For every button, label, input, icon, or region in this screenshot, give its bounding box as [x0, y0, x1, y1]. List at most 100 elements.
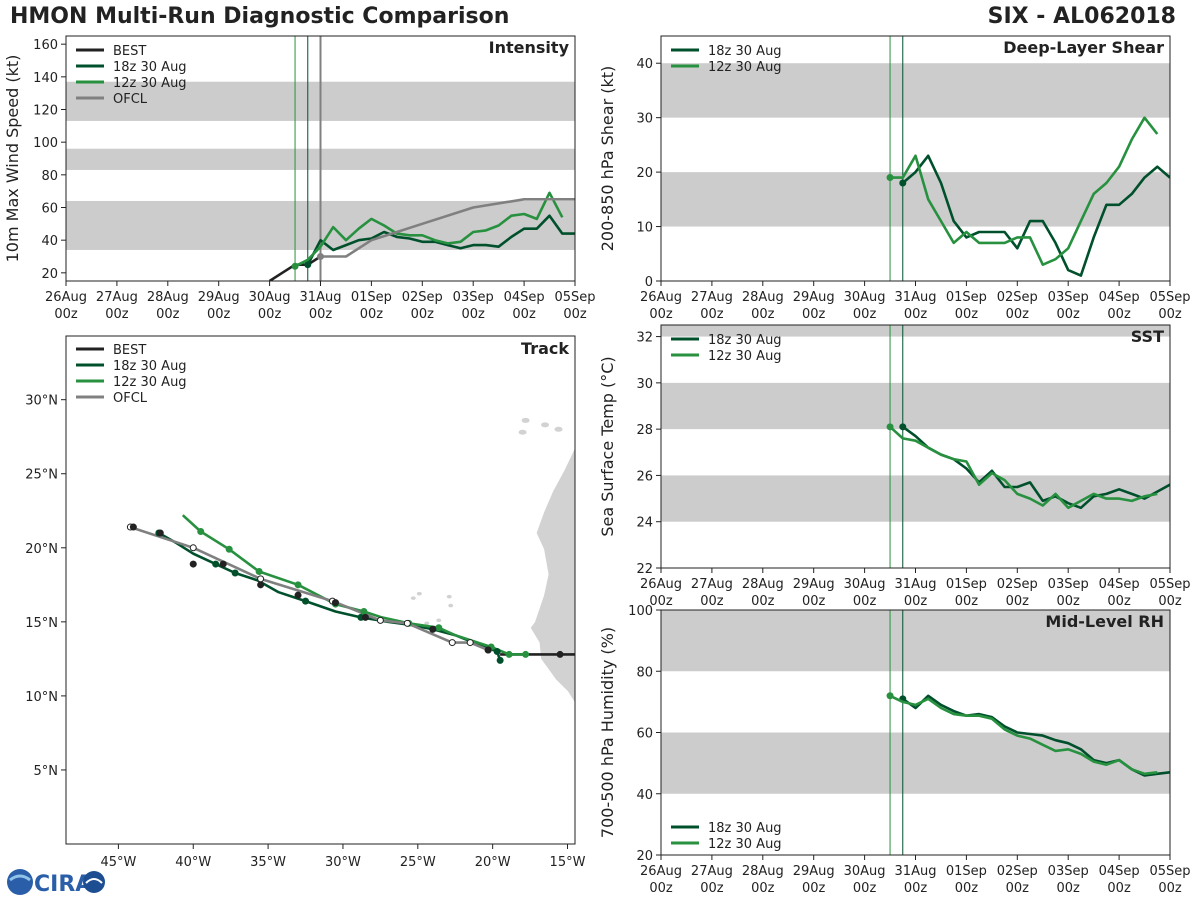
- legend-label-run18: 18z 30 Aug: [708, 821, 782, 836]
- sst-xtick-label-day: 04Sep: [1099, 577, 1140, 592]
- intensity-ytick-label: 100: [33, 136, 58, 151]
- intensity-xtick-label-day: 31Aug: [300, 290, 342, 305]
- rh-xtick-label-day: 26Aug: [640, 864, 682, 879]
- legend-label-run12: 12z 30 Aug: [113, 76, 187, 91]
- intensity-series-run18: [306, 214, 575, 266]
- shear-xtick-label-hour: 00z: [802, 307, 826, 322]
- track-dot-best: [484, 646, 492, 654]
- shear-xtick-label-hour: 00z: [1158, 307, 1182, 322]
- sst-xtick-label-hour: 00z: [1107, 594, 1131, 609]
- shear-band-1: [661, 63, 1170, 118]
- intensity-xtick-label-hour: 00z: [360, 307, 384, 322]
- intensity-xtick-label-hour: 00z: [309, 307, 333, 322]
- shear-marker-run18: [899, 179, 907, 187]
- sst-ytick-label: 28: [636, 423, 653, 438]
- legend-label-run18: 18z 30 Aug: [708, 333, 782, 348]
- intensity-xtick-label-hour: 00z: [156, 307, 180, 322]
- track-ytick-label: 10°N: [25, 690, 58, 705]
- sst-chart: 26Aug 00z 27Aug 00z 28Aug 00z 29Aug 00z 30Aug 00z…: [598, 324, 1191, 609]
- track-dot-best: [156, 529, 164, 537]
- sst-xtick-label-day: 30Aug: [844, 577, 886, 592]
- sst-xtick-label-day: 26Aug: [640, 577, 682, 592]
- intensity-series-group: [268, 191, 575, 281]
- sst-series-run12: [889, 425, 1158, 510]
- intensity-xtick-label-day: 05Sep: [554, 290, 595, 305]
- rh-xtick-label-day: 29Aug: [793, 864, 835, 879]
- rh-xtick-label-hour: 00z: [904, 881, 928, 896]
- shear-xtick-label-hour: 00z: [955, 307, 979, 322]
- track-xtick-label: 25°W: [400, 855, 436, 870]
- rh-band-1: [661, 610, 1170, 672]
- legend-label-ofcl: OFCL: [113, 92, 148, 107]
- shear-series-run12: [890, 116, 1159, 267]
- shear-xtick-label-day: 29Aug: [793, 290, 835, 305]
- sst-ytick-label: 32: [636, 331, 653, 346]
- track-ytick-label: 15°N: [25, 616, 58, 631]
- shear-xtick-label-hour: 00z: [751, 307, 775, 322]
- canary-island: [541, 422, 550, 428]
- shear-series-group: [886, 116, 1170, 277]
- intensity-xtick-label-hour: 00z: [563, 307, 587, 322]
- track-dot-run12: [522, 650, 530, 658]
- shear-xtick-label-day: 05Sep: [1149, 290, 1190, 305]
- intensity-ytick-label: 160: [33, 38, 58, 53]
- track-frame: [65, 335, 576, 845]
- globe-icon: [7, 869, 33, 895]
- sst-xtick-label-day: 01Sep: [946, 577, 987, 592]
- sst-series-group: [886, 423, 1170, 510]
- intensity-ytick-label: 40: [41, 234, 58, 249]
- logo-text: CIRA: [34, 872, 92, 897]
- legend-label-run18: 18z 30 Aug: [113, 60, 187, 75]
- track-dot-ofcl: [448, 639, 456, 647]
- sst-xtick-label-hour: 00z: [1057, 594, 1081, 609]
- shear-ytick-label: 10: [636, 221, 653, 236]
- sst-xtick-label-day: 02Sep: [997, 577, 1038, 592]
- intensity-xtick-label-hour: 00z: [462, 307, 486, 322]
- rh-xtick-label-day: 02Sep: [997, 864, 1038, 879]
- track-dot-run12: [294, 581, 302, 589]
- rh-xtick-label-hour: 00z: [751, 881, 775, 896]
- intensity-xtick-label-day: 30Aug: [249, 290, 291, 305]
- rh-xtick-label-hour: 00z: [1107, 881, 1131, 896]
- track-ytick-label: 25°N: [25, 468, 58, 483]
- track-xtick-label: 40°W: [175, 855, 211, 870]
- track-xtick-label: 35°W: [250, 855, 286, 870]
- track-dot-run12: [505, 650, 513, 658]
- shear-xtick-label-day: 03Sep: [1048, 290, 1089, 305]
- intensity-xtick-label-day: 04Sep: [504, 290, 545, 305]
- shear-ytick-label: 0: [645, 275, 653, 290]
- intensity-xtick-label-hour: 00z: [105, 307, 129, 322]
- rh-xtick-label-hour: 00z: [649, 881, 673, 896]
- shear-xtick-label-day: 27Aug: [691, 290, 733, 305]
- shear-xtick-label-hour: 00z: [1107, 307, 1131, 322]
- intensity-series-ofcl: [320, 198, 575, 258]
- cape-verde-island: [410, 596, 416, 600]
- intensity-xtick-label-hour: 00z: [258, 307, 282, 322]
- sst-ytick-label: 30: [636, 377, 653, 392]
- sst-xtick-label-hour: 00z: [751, 594, 775, 609]
- shear-xtick-label-day: 31Aug: [895, 290, 937, 305]
- shear-xtick-label-hour: 00z: [1006, 307, 1030, 322]
- rh-xtick-label-hour: 00z: [1006, 881, 1030, 896]
- shear-xtick-label-hour: 00z: [1057, 307, 1081, 322]
- shear-xtick-label-hour: 00z: [853, 307, 877, 322]
- legend-label-run12: 12z 30 Aug: [113, 375, 187, 390]
- rh-ytick-label: 20: [636, 849, 653, 864]
- intensity-xtick-label-day: 03Sep: [453, 290, 494, 305]
- intensity-ytick-label: 140: [33, 71, 58, 86]
- track-dot-run12: [435, 624, 443, 632]
- shear-xtick-label-day: 02Sep: [997, 290, 1038, 305]
- sst-ytick-label: 26: [636, 469, 653, 484]
- track-ytick-label: 5°N: [34, 764, 59, 779]
- legend-label-run18: 18z 30 Aug: [708, 44, 782, 59]
- page-title: HMON Multi-Run Diagnostic Comparison: [10, 4, 510, 29]
- canary-island: [578, 421, 586, 426]
- track-dot-ofcl: [257, 575, 265, 583]
- track-dot-best: [361, 613, 369, 621]
- track-dot-run18: [496, 656, 504, 664]
- rh-chart: 26Aug 00z 27Aug 00z 28Aug 00z 29Aug 00z 30Aug 00z…: [598, 604, 1191, 896]
- cape-verde-island: [416, 591, 422, 596]
- legend-label-run18: 18z 30 Aug: [113, 359, 187, 374]
- sst-ylabel: Sea Surface Temp (°C): [598, 356, 617, 536]
- sst-xtick-label-hour: 00z: [1158, 594, 1182, 609]
